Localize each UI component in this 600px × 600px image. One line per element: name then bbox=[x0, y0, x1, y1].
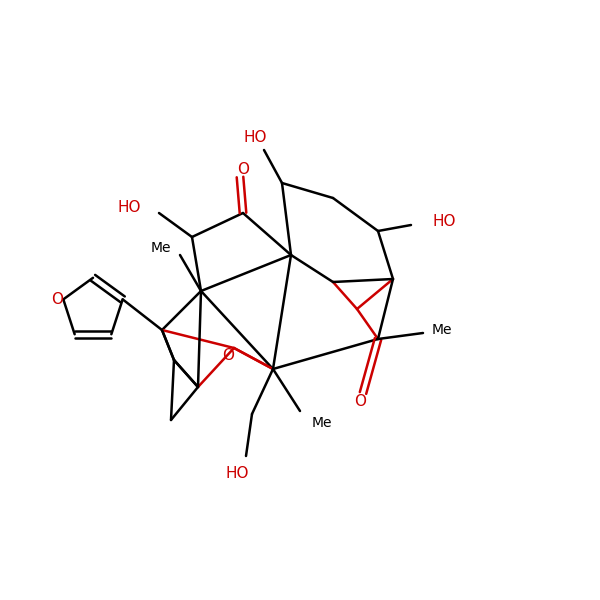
Text: HO: HO bbox=[225, 467, 249, 481]
Text: Me: Me bbox=[432, 323, 452, 337]
Text: HO: HO bbox=[432, 214, 455, 229]
Text: O: O bbox=[237, 162, 249, 178]
Text: HO: HO bbox=[118, 199, 141, 214]
Text: Me: Me bbox=[312, 416, 332, 430]
Text: O: O bbox=[52, 292, 64, 307]
Text: HO: HO bbox=[243, 130, 267, 145]
Text: Me: Me bbox=[151, 241, 171, 255]
Text: O: O bbox=[354, 395, 366, 409]
Text: O: O bbox=[222, 347, 234, 362]
